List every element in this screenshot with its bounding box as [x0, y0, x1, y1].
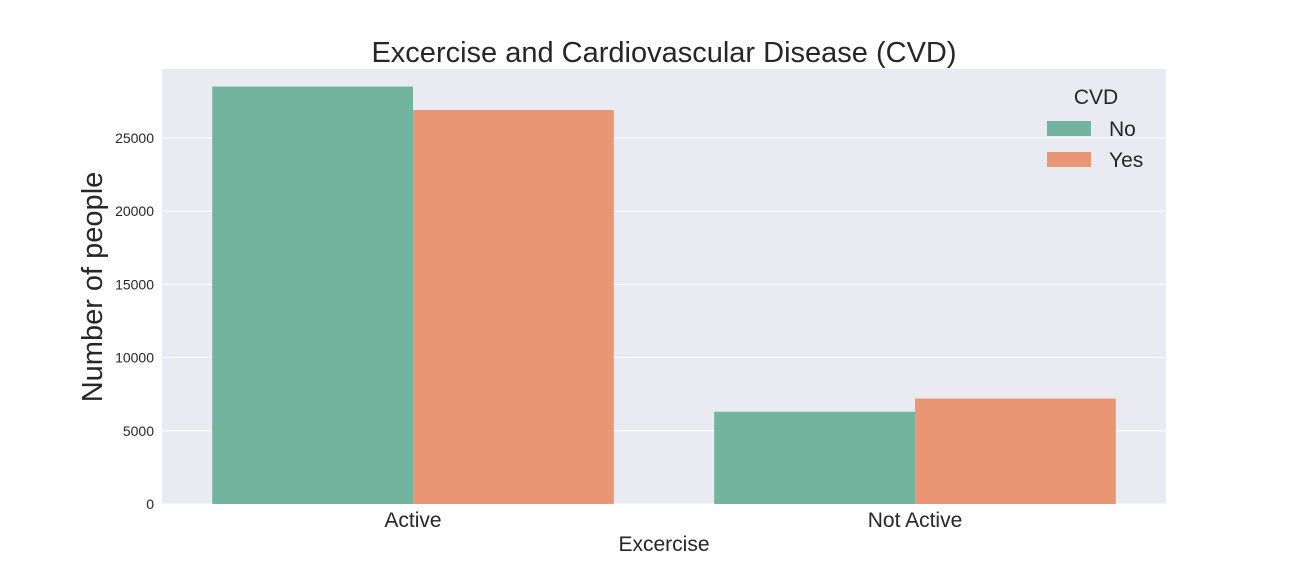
legend-swatch: [1047, 121, 1091, 136]
x-tick-label: Not Active: [868, 509, 963, 532]
legend-label: Yes: [1109, 149, 1143, 172]
bar-no-active: [212, 86, 413, 505]
y-axis-label: Number of people: [77, 172, 109, 403]
legend-label: No: [1109, 118, 1136, 141]
y-tick-label: 25000: [115, 130, 154, 146]
y-tick-label: 10000: [115, 350, 154, 366]
y-tick-label: 0: [146, 496, 154, 512]
legend: CVD No Yes: [1047, 86, 1143, 172]
bar-yes-not-active: [915, 398, 1116, 504]
legend-title: CVD: [1074, 86, 1118, 109]
bar-no-not-active: [714, 411, 915, 504]
x-axis-label: Excercise: [618, 533, 709, 556]
bar-yes-active: [413, 110, 614, 504]
bars: [212, 86, 1116, 505]
x-tick-label: Active: [384, 509, 441, 532]
y-axis-ticks: 0 5000 10000 15000 20000 25000: [115, 130, 154, 512]
y-tick-label: 5000: [123, 423, 154, 439]
chart-title: Excercise and Cardiovascular Disease (CV…: [371, 37, 956, 69]
y-tick-label: 15000: [115, 276, 154, 292]
y-tick-label: 20000: [115, 203, 154, 219]
legend-swatch: [1047, 152, 1091, 167]
x-axis-ticks: Active Not Active: [384, 509, 962, 532]
